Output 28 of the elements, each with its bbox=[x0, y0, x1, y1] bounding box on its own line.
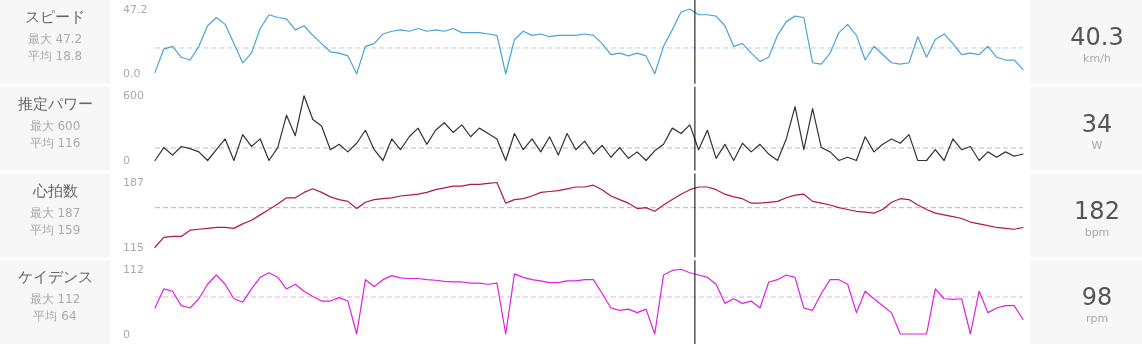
y-tick-label: 115 bbox=[123, 240, 144, 254]
text: bpm bbox=[1084, 225, 1110, 239]
y-tick-label: 187 bbox=[123, 176, 144, 189]
text: 40.3 bbox=[1070, 23, 1124, 51]
text: 34 bbox=[1081, 109, 1113, 138]
y-tick-label: 112 bbox=[123, 262, 144, 276]
text: rpm bbox=[1085, 312, 1109, 326]
chart-title: 心拍数 bbox=[31, 181, 78, 200]
y-tick-label: 0 bbox=[123, 154, 130, 167]
chart-title: ケイデンス bbox=[17, 268, 93, 287]
text: 最大 47.2 bbox=[27, 32, 83, 46]
y-tick-label: 0 bbox=[123, 327, 130, 341]
text: 平均 18.8 bbox=[27, 49, 83, 63]
chart-title: 推定パワー bbox=[17, 94, 93, 113]
text: 最大 187 bbox=[29, 205, 81, 220]
y-tick-label: 600 bbox=[123, 89, 144, 103]
y-tick-label: 0.0 bbox=[123, 67, 141, 81]
text: W bbox=[1091, 138, 1103, 152]
text: 182 bbox=[1074, 196, 1120, 225]
y-tick-label: 47.2 bbox=[123, 2, 148, 16]
text: 平均 116 bbox=[29, 135, 81, 150]
text: 平均 159 bbox=[29, 222, 81, 237]
text: 98 bbox=[1081, 283, 1113, 312]
text: 最大 112 bbox=[29, 292, 81, 307]
text: km/h bbox=[1083, 52, 1111, 65]
text: 平均 64 bbox=[33, 309, 77, 324]
chart-title: スピード bbox=[25, 8, 85, 26]
text: 最大 600 bbox=[29, 118, 81, 133]
